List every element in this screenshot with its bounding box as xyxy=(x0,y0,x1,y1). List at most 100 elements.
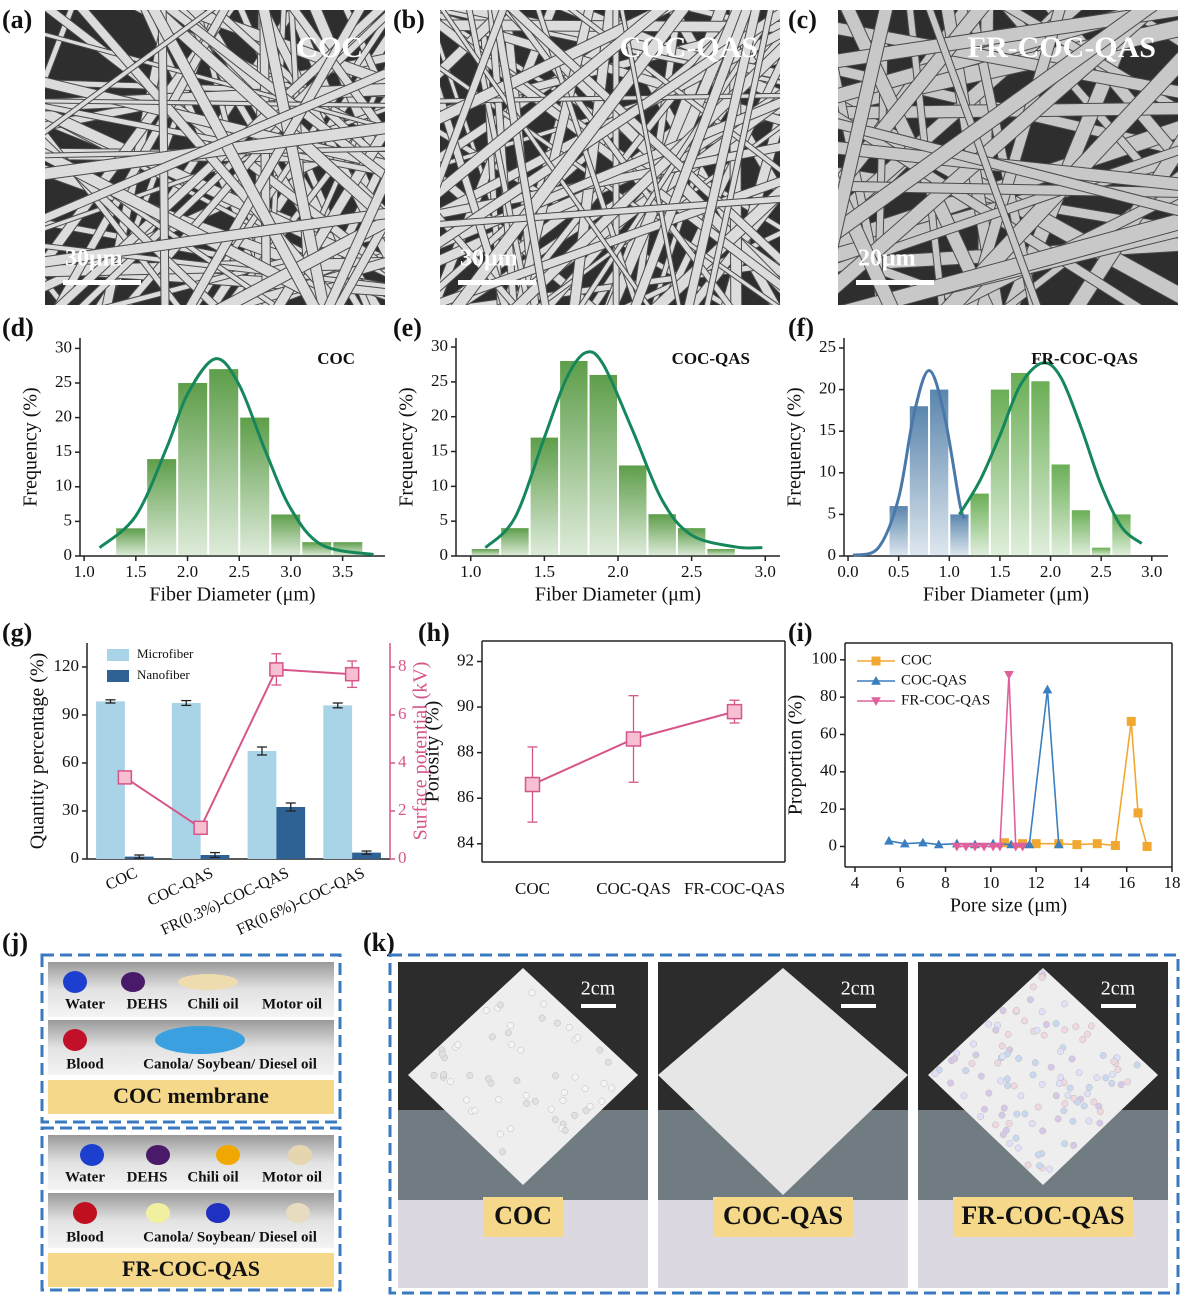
fiber xyxy=(605,10,727,305)
bead xyxy=(565,1023,573,1031)
bar xyxy=(178,382,208,556)
fiber xyxy=(148,10,385,225)
bead xyxy=(485,1075,493,1083)
fiber xyxy=(631,10,752,305)
bar xyxy=(271,514,301,556)
fiber xyxy=(440,172,595,305)
bead xyxy=(1040,1031,1048,1039)
x-tick-label: 2.5 xyxy=(229,562,250,581)
fiber xyxy=(440,66,779,305)
marker xyxy=(899,838,910,848)
bead xyxy=(1031,1059,1039,1067)
fiber xyxy=(324,172,385,305)
bead xyxy=(531,1097,539,1105)
fiber xyxy=(838,146,1178,272)
marker xyxy=(884,835,894,845)
chart-title: FR-COC-QAS xyxy=(1031,349,1138,368)
bead xyxy=(528,989,536,997)
x-tick-label: 0.0 xyxy=(837,562,858,581)
liquid-label: Canola/ Soybean/ Diesel oil xyxy=(143,1056,317,1072)
fiber xyxy=(440,10,674,124)
fiber xyxy=(941,10,1003,305)
bead xyxy=(504,1029,512,1037)
marker xyxy=(1017,842,1028,852)
y-tick-label: 60 xyxy=(820,723,837,742)
fiber xyxy=(335,215,385,305)
bead xyxy=(985,1020,993,1028)
fiber xyxy=(148,10,319,305)
bead xyxy=(1061,1000,1069,1008)
fiber xyxy=(569,10,780,173)
marker xyxy=(1004,671,1014,680)
bead xyxy=(1109,1070,1117,1078)
bead xyxy=(551,1116,559,1124)
x-tick-label: 3.0 xyxy=(1141,562,1162,581)
bead xyxy=(1005,1120,1013,1127)
bead xyxy=(571,1111,579,1119)
bead xyxy=(999,1007,1007,1015)
marker xyxy=(1053,839,1064,849)
bead xyxy=(1024,1161,1032,1169)
fiber xyxy=(633,10,681,305)
marker xyxy=(726,703,743,720)
fiber xyxy=(259,10,329,305)
bead xyxy=(495,1096,503,1103)
bead xyxy=(1013,1110,1021,1118)
line xyxy=(124,668,353,830)
fiber xyxy=(440,10,780,248)
bead xyxy=(960,1092,968,1100)
fiber xyxy=(290,10,385,140)
bar xyxy=(970,493,989,556)
bead xyxy=(553,1019,561,1027)
fiber xyxy=(45,129,181,305)
panel-label: (j) xyxy=(2,928,28,957)
chart-title: COC xyxy=(317,349,355,368)
bead xyxy=(1021,1017,1028,1025)
fiber xyxy=(260,10,271,305)
bar xyxy=(990,389,1010,556)
bead xyxy=(600,1079,608,1087)
bead xyxy=(1047,1063,1055,1071)
panel-label: (i) xyxy=(788,618,813,647)
liquid-label: Chili oil xyxy=(187,996,238,1012)
line xyxy=(1004,721,1148,847)
liquid-label: DEHS xyxy=(127,1169,168,1185)
fiber xyxy=(838,142,1178,190)
fiber xyxy=(607,10,743,305)
scale-label: 2cm xyxy=(841,978,876,1000)
fit-curve xyxy=(958,361,1143,545)
drop xyxy=(288,1145,312,1165)
bead xyxy=(1015,1055,1023,1062)
bead xyxy=(507,1022,515,1030)
fit-curve xyxy=(852,368,966,557)
bar xyxy=(247,751,277,859)
bead xyxy=(1029,983,1037,991)
bead xyxy=(496,1130,504,1138)
bead xyxy=(1090,1098,1098,1106)
y-tick-label: 60 xyxy=(62,752,79,771)
fiber xyxy=(45,69,385,223)
marker xyxy=(1010,842,1021,852)
fiber xyxy=(684,10,760,305)
fiber xyxy=(45,99,385,107)
fiber xyxy=(45,138,219,305)
bead xyxy=(1117,1081,1125,1089)
legend-label: COC-QAS xyxy=(901,672,967,688)
y-tick-label: 0 xyxy=(71,848,80,867)
bead xyxy=(561,1126,569,1134)
fiber xyxy=(102,10,173,305)
fiber xyxy=(45,10,215,135)
bead xyxy=(1075,1069,1083,1077)
y-tick-label: 0 xyxy=(828,545,837,564)
bead xyxy=(951,1055,959,1063)
bead xyxy=(1052,1020,1060,1028)
photo-label: COC xyxy=(494,1201,552,1230)
fiber xyxy=(158,10,169,305)
bead xyxy=(463,1096,471,1104)
bead xyxy=(1061,1140,1069,1148)
y2-tick-label: 4 xyxy=(398,752,407,771)
bar xyxy=(648,514,676,556)
fiber xyxy=(45,104,385,176)
fiber xyxy=(440,177,780,305)
panel-label: (k) xyxy=(363,928,395,957)
